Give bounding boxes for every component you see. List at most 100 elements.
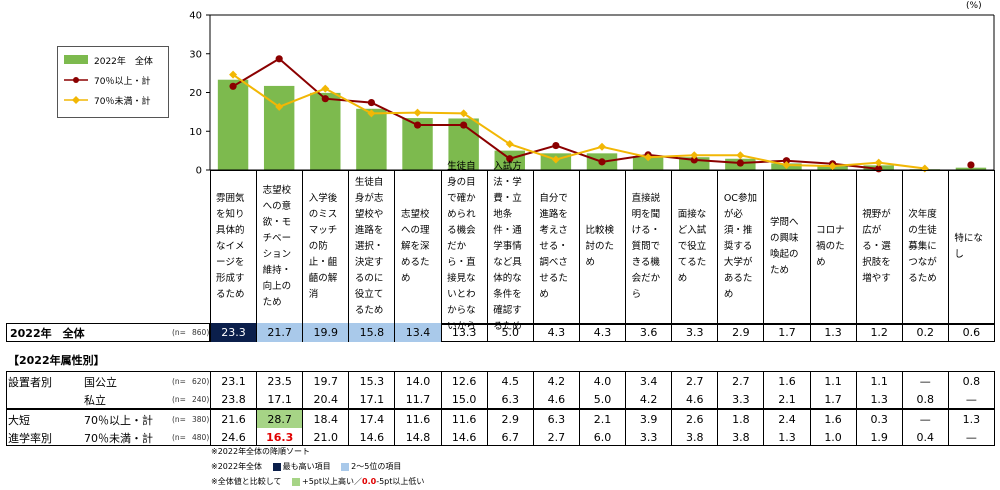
table-cell: 3.8 xyxy=(717,428,763,446)
table-cell: 1.3 xyxy=(763,428,809,446)
note-compare-high: +5pt以上高い xyxy=(302,477,355,486)
bar xyxy=(217,79,249,170)
total-cell: 0.2 xyxy=(901,323,948,342)
category-label-text: 入学後のミスマッチの防止・齟齬の解消 xyxy=(308,193,338,300)
section-title: 【2022年属性別】 xyxy=(8,354,105,367)
row-label: 70％未満・計 xyxy=(84,432,153,445)
table-cell: 6.3 xyxy=(486,390,533,408)
point-high xyxy=(782,157,791,165)
table-cell: 14.6 xyxy=(348,428,394,446)
note-compare-low-num: 0.0 xyxy=(362,477,377,486)
table-cell: 2.6 xyxy=(671,410,717,428)
total-cell: 21.7 xyxy=(256,323,303,342)
total-cell: 23.3 xyxy=(210,323,257,342)
table-cell: 6.3 xyxy=(532,410,579,428)
legend-label-total: 2022年 全体 xyxy=(94,57,153,67)
table-cell: 3.4 xyxy=(625,372,671,390)
table-cell: 0.8 xyxy=(901,390,948,408)
bar xyxy=(632,156,664,170)
table-cell: 4.2 xyxy=(625,390,671,408)
table-cell: 6.0 xyxy=(578,428,625,446)
row-n-value: 240) xyxy=(192,395,210,404)
category-label-text: 入試方法・学費・立地条件・通学事情など具体的な条件を確認するため xyxy=(493,161,522,332)
table-cell: 11.6 xyxy=(440,410,487,428)
table-cell: 11.6 xyxy=(394,410,440,428)
y-tick-label: 30 xyxy=(189,49,202,60)
category-label: 入試方法・学費・立地条件・通学事情など具体的な条件を確認するため xyxy=(486,161,533,332)
row-n-prefix: (n= xyxy=(172,377,186,386)
point-high xyxy=(690,156,698,164)
table-cell: — xyxy=(947,390,994,408)
point-low xyxy=(321,84,330,93)
total-cell: 1.7 xyxy=(763,323,809,342)
table-cell: 23.5 xyxy=(256,372,302,390)
table-cell: 24.6 xyxy=(210,428,256,446)
point-low xyxy=(782,160,791,169)
note-compare-low: -5pt以上低い xyxy=(376,477,425,486)
table-cell: 15.3 xyxy=(348,372,394,390)
total-cell: 0.6 xyxy=(947,323,994,342)
table-cell: 28.7 xyxy=(256,410,303,428)
total-cell: 3.6 xyxy=(625,323,671,342)
y-tick-label: 40 xyxy=(189,11,202,22)
legend: 2022年 全体 70％以上・計 70％未満・計 xyxy=(57,46,169,118)
point-high xyxy=(321,95,329,103)
table-cell: 21.6 xyxy=(210,410,256,428)
point-low xyxy=(690,151,699,160)
point-high xyxy=(598,158,606,166)
category-label: 雰囲気を知り具体的なイメージを形成するため xyxy=(210,170,256,324)
table-cell: 2.9 xyxy=(486,410,533,428)
row-n-prefix: (n= xyxy=(172,415,186,424)
total-cell: 13.3 xyxy=(440,323,487,342)
table-cell: 2.7 xyxy=(717,372,763,390)
note-rank-top2-5: 2～5位の項目 xyxy=(351,462,402,471)
point-low xyxy=(275,102,284,111)
point-low xyxy=(551,155,560,164)
table-cell: 2.7 xyxy=(671,372,717,390)
category-label: 生徒自身が志望校や進路を選択・決定するのに役立てるため xyxy=(348,170,394,324)
table-cell: 6.7 xyxy=(486,428,533,446)
point-high xyxy=(229,82,237,90)
point-low xyxy=(459,109,468,118)
table-cell: 3.3 xyxy=(625,428,671,446)
total-row-label-cell xyxy=(6,323,210,342)
table-cell: 23.8 xyxy=(210,390,256,408)
row-n-value: 380) xyxy=(192,415,210,424)
category-label-text: OC参加が必須・推奨する大学があるため xyxy=(723,193,757,300)
category-label: 学問への興味喚起のため xyxy=(763,170,809,324)
unit-label: (%) xyxy=(966,1,982,11)
table-cell: 16.3 xyxy=(256,428,302,446)
table-cell: 14.8 xyxy=(394,428,440,446)
group-frame-rate xyxy=(6,409,995,446)
category-label: 次年度の生徒募集につながるため xyxy=(901,170,948,324)
table-cell: 18.4 xyxy=(302,410,348,428)
bar-swatch-icon xyxy=(64,55,88,64)
table-cell: 1.1 xyxy=(855,372,902,390)
total-cell: 4.3 xyxy=(578,323,625,342)
point-high xyxy=(552,141,560,150)
point-high xyxy=(506,155,514,163)
table-cell: 1.8 xyxy=(717,410,763,428)
category-label-text: 比較検討のため xyxy=(585,225,614,268)
table-cell: 3.9 xyxy=(625,410,671,428)
category-label-text: 面接など入試で役立てるため xyxy=(677,209,707,284)
table-cell: 0.8 xyxy=(947,372,994,390)
category-label-text: 雰囲気を知り具体的なイメージを形成するため xyxy=(216,193,245,300)
category-label: 志望校への意欲・モチベーション維持・向上のため xyxy=(256,170,302,324)
note-compare-prefix: ※全体値と比較して xyxy=(211,477,282,486)
table-cell: 4.2 xyxy=(532,372,579,390)
point-low xyxy=(828,162,837,171)
point-low xyxy=(229,70,238,79)
table-cell: — xyxy=(901,372,948,390)
category-label: OC参加が必須・推奨する大学があるため xyxy=(717,170,763,324)
category-label: 生徒自身の目で確かめられる機会だから・直接見ないとわからないから xyxy=(440,161,487,332)
row-n-value: 480) xyxy=(192,433,210,442)
point-low xyxy=(505,140,514,149)
total-cell: 1.2 xyxy=(855,323,902,342)
point-high xyxy=(413,121,422,129)
point-high xyxy=(967,161,975,169)
category-label: 直接説明を聞ける・質問できる機会だから xyxy=(625,170,671,324)
y-tick-label: 20 xyxy=(189,88,202,99)
total-cell: 1.3 xyxy=(809,323,856,342)
high-swatch-icon xyxy=(292,477,301,486)
